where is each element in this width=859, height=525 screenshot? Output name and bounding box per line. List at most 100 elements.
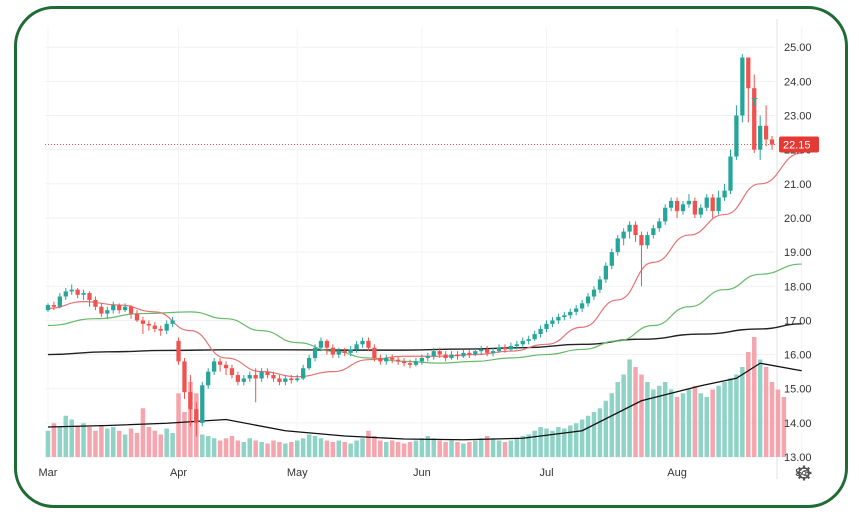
candle-body [734,115,739,157]
candle [117,303,122,314]
candle [390,354,395,364]
volume-bar [526,434,531,457]
last-price-badge [779,136,819,153]
candle-body [206,371,211,386]
volume-bar [680,393,686,457]
volume-bar [781,397,787,457]
volume-bar [722,382,727,457]
candle-body [473,351,478,355]
volume-bar [757,359,763,457]
candle [348,346,353,357]
candle-body [194,409,199,423]
candle-body [722,190,727,198]
x-tick-label: Apr [170,467,187,479]
volume-bar [704,397,710,457]
candle [455,351,460,360]
candle [520,337,525,348]
candle-body [597,279,603,290]
volume-bar [615,382,620,457]
candle-body [176,340,181,362]
candle-body [574,308,579,312]
y-tick-label: 16.00 [784,350,812,362]
candle [182,357,187,399]
candle-body [532,334,537,340]
volume-bar [69,419,74,457]
candle [443,351,448,362]
y-tick-label: 18.00 [784,281,812,293]
volume-bar [692,385,698,457]
y-tick-label: 21.00 [784,179,812,191]
volume-bar [775,389,781,457]
candle-body [87,293,92,300]
volume-bar [122,434,128,457]
candle [752,74,757,154]
volume-bar [235,440,241,457]
candle-body [449,354,454,358]
volume-bar [734,374,739,457]
volume-bar [573,423,579,457]
volume-bar [324,440,330,457]
price-chart[interactable]: 25.0024.0023.0022.0021.0020.0019.0018.00… [17,9,845,505]
volume-bar [63,415,69,457]
candle [366,337,371,352]
last-price-value: 22.15 [783,140,811,152]
volume-bar [473,440,478,457]
volume-bar [277,442,282,457]
volume-bar [467,442,472,457]
volume-bar [728,378,733,457]
volume-bar [490,438,496,457]
candle-body [526,339,531,341]
candle-body [615,238,620,253]
candle [289,375,294,384]
candle-body [674,200,680,212]
candle-body [490,351,496,353]
volume-bar [217,440,223,457]
candle [496,344,502,353]
candle [579,299,585,312]
candle-body [609,252,614,266]
trade-marker[interactable]: T [751,96,758,108]
y-tick-label: 25.00 [784,42,812,54]
candle-body [117,305,122,311]
volume-bar [461,443,466,457]
volume-bar [484,436,490,457]
candle [63,287,68,300]
volume-bar [567,425,573,457]
candle [568,308,573,319]
candle [194,402,199,437]
candle-body [283,378,288,382]
candle-body [336,351,341,355]
volume-bar [366,430,371,457]
volume-bar [330,442,336,457]
candle-body [366,340,371,348]
volume-bar [200,434,205,457]
volume-bar [520,436,526,457]
candle [330,344,335,358]
candle-body [390,357,395,360]
candle-body [740,57,745,116]
volume-bar [57,427,63,457]
volume-bar [158,434,163,457]
y-tick-label: 23.00 [784,111,812,123]
candle [105,306,110,319]
candle-body [752,88,757,150]
volume-bar [205,436,211,457]
candle-body [253,375,258,379]
candle-body [164,323,169,331]
candle-body [692,200,698,215]
volume-bar [45,430,51,457]
volume-bar [639,374,644,457]
candle-body [425,356,430,358]
candle-body [710,197,715,212]
candle-body [568,311,573,316]
candle-body [663,207,668,222]
volume-bar [289,442,294,457]
candle-body [496,347,502,352]
candle-body [69,289,74,292]
candle-body [508,346,514,350]
volume-bar [508,440,514,457]
settings-gear-icon[interactable] [796,465,812,481]
y-tick-label: 17.00 [784,315,812,327]
candle [57,293,62,309]
volume-bar [609,393,615,457]
